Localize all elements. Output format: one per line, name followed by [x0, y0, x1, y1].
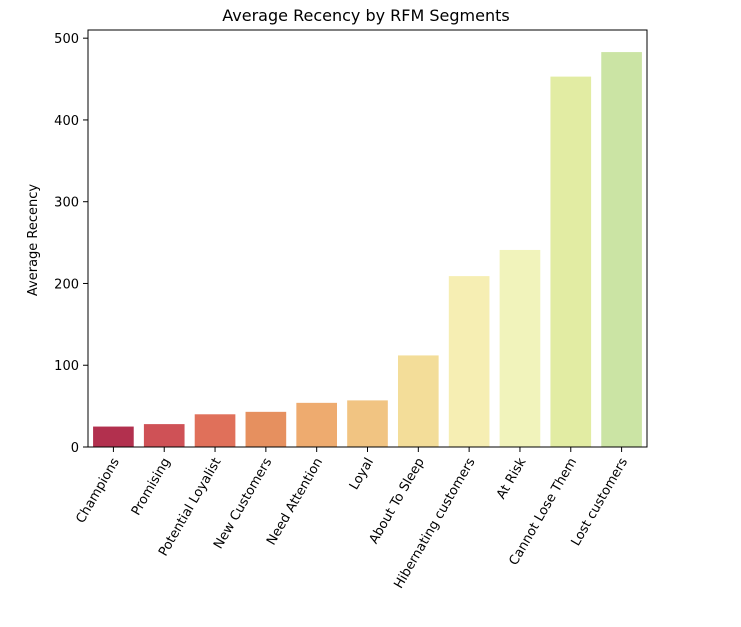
bar-need-attention: [296, 402, 337, 447]
x-tick-label: Lost customers: [569, 455, 632, 548]
bar-new-customers: [245, 411, 287, 447]
bars: [93, 52, 642, 448]
bar-potential-loyalist: [194, 414, 236, 447]
x-tick-label: Promising: [129, 456, 174, 519]
x-tick-label: Loyal: [347, 456, 377, 493]
y-tick-label: 200: [54, 277, 79, 292]
x-tick-label: At Risk: [494, 455, 530, 502]
bar-cannot-lose-them: [550, 76, 592, 448]
bar-at-risk: [499, 249, 541, 447]
bar-loyal: [347, 400, 388, 447]
bar-champions: [93, 426, 134, 447]
bar-lost-customers: [601, 52, 642, 447]
y-tick-label: 300: [54, 196, 79, 211]
y-tick-label: 100: [54, 359, 79, 374]
x-tick-label: Need Attention: [264, 456, 326, 548]
y-tick-label: 0: [71, 441, 79, 456]
y-axis: 0 100 200 300 400 500: [54, 32, 88, 456]
y-axis-label: Average Recency: [26, 184, 41, 296]
x-tick-label: About To Sleep: [367, 456, 428, 547]
chart-title: Average Recency by RFM Segments: [222, 6, 509, 25]
plot-frame: [87, 29, 648, 448]
bar-about-to-sleep: [397, 355, 439, 447]
x-tick-label: Champions: [73, 455, 122, 526]
bar-promising: [143, 424, 185, 447]
bar-hibernating-customers: [448, 276, 490, 447]
y-tick-label: 400: [54, 114, 79, 129]
y-tick-label: 500: [54, 32, 79, 47]
